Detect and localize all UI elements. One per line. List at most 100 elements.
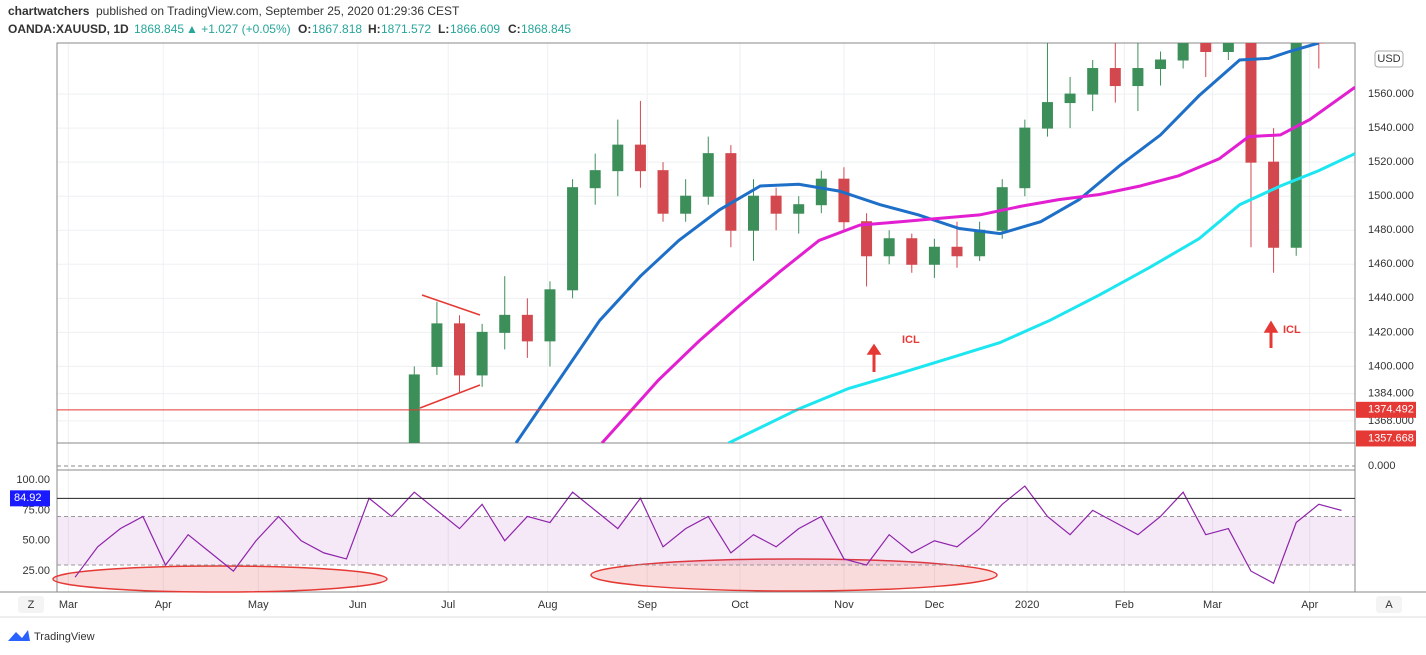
candle-body — [476, 331, 488, 376]
y-tick-label: 1420.000 — [1368, 326, 1414, 338]
h-value: 1871.572 — [381, 22, 431, 36]
last: 1868.845 — [134, 22, 184, 36]
annotation: ICL — [1283, 324, 1301, 336]
moving-average — [514, 43, 1320, 443]
rsi-line — [74, 485, 1342, 585]
price-tag — [1356, 401, 1416, 418]
x-tick-label: Dec — [925, 599, 945, 611]
x-tick-label: Jul — [441, 599, 455, 611]
price-tag — [1356, 430, 1416, 447]
candle-body — [1200, 43, 1212, 53]
x-tick-label: Aug — [538, 599, 558, 611]
candle-body — [1177, 43, 1189, 61]
candle-body — [906, 238, 918, 265]
candle-body — [1109, 68, 1121, 87]
x-tick-label: Feb — [1115, 599, 1134, 611]
moving-average — [727, 152, 1355, 443]
candle-body — [770, 195, 782, 214]
candle-body — [408, 374, 420, 443]
o-value: 1867.818 — [312, 22, 362, 36]
c-label: C: — [508, 22, 521, 36]
published: published on TradingView.com, September … — [96, 4, 460, 18]
candle-body — [838, 178, 850, 223]
annotation: ICL — [902, 334, 920, 346]
candles — [408, 43, 1355, 443]
o-label: O: — [298, 22, 311, 36]
brand: TradingView — [34, 631, 95, 643]
logo — [8, 630, 30, 641]
candle-body — [883, 238, 895, 257]
candle-body — [928, 246, 940, 265]
y-tick-label: 1400.000 — [1368, 360, 1414, 372]
candle-body — [702, 153, 714, 197]
y-tick-label: 1480.000 — [1368, 224, 1414, 236]
candle-body — [815, 178, 827, 206]
candle-body — [431, 323, 443, 367]
currency-badge[interactable] — [1374, 50, 1404, 68]
candle-body — [567, 187, 579, 291]
symbol: OANDA:XAUUSD, 1D — [8, 22, 129, 36]
candle-body — [974, 229, 986, 257]
candle-body — [1087, 68, 1099, 95]
candle-body — [589, 170, 601, 189]
candle-body — [1064, 93, 1076, 104]
z-label: Z — [28, 599, 35, 611]
candle-body — [1268, 161, 1280, 248]
x-tick-label: May — [248, 599, 269, 611]
candle-body — [793, 204, 805, 214]
change: ▲ +1.027 (+0.05%) — [186, 22, 291, 36]
h-label: H: — [368, 22, 381, 36]
candle-body — [1132, 68, 1144, 87]
candle-body — [1313, 43, 1325, 44]
candle-body — [634, 144, 646, 172]
x-tick-label: Sep — [637, 599, 657, 611]
rsi-tick-label: 25.00 — [22, 565, 50, 577]
rsi-marker-label: 84.92 — [14, 492, 42, 504]
candle-body — [680, 195, 692, 214]
candle-body — [454, 323, 466, 376]
candle-body — [1245, 43, 1257, 163]
rsi-tick-label: 75.00 — [22, 504, 50, 516]
candle-body — [1155, 59, 1167, 70]
moving-average — [600, 86, 1355, 443]
candle-body — [1019, 127, 1031, 189]
price-tag-label: 1357.668 — [1368, 432, 1414, 444]
rsi-tick-label: 50.00 — [22, 535, 50, 547]
x-tick-label: Mar — [59, 599, 78, 611]
candle-body — [951, 246, 963, 257]
x-tick-label: Jun — [349, 599, 367, 611]
l-value: 1866.609 — [450, 22, 500, 36]
candle-body — [747, 195, 759, 231]
y-tick-label: 1384.000 — [1368, 388, 1414, 400]
oscillator-tick: 0.000 — [1368, 460, 1396, 472]
rsi-marker-tag — [10, 490, 50, 507]
candle-body — [1290, 43, 1302, 248]
l-label: L: — [438, 22, 449, 36]
rsi-band — [57, 516, 1355, 566]
a-button[interactable] — [1376, 596, 1402, 613]
publisher: chartwatchers — [8, 4, 90, 18]
a-label: A — [1385, 599, 1393, 611]
candle-body — [544, 289, 556, 342]
y-tick-label: 1460.000 — [1368, 258, 1414, 270]
y-tick-label: 1500.000 — [1368, 190, 1414, 202]
annotations — [52, 294, 1279, 593]
price-tag-label: 1374.492 — [1368, 404, 1414, 416]
z-button[interactable] — [18, 596, 44, 613]
candle-body — [612, 144, 624, 172]
x-tick-label: Apr — [1301, 599, 1318, 611]
y-tick-label: 1520.000 — [1368, 156, 1414, 168]
rsi-tick-label: 100.00 — [16, 474, 50, 486]
c-value: 1868.845 — [521, 22, 571, 36]
grid — [57, 43, 1355, 592]
x-tick-label: Apr — [155, 599, 172, 611]
candle-body — [861, 221, 873, 257]
y-tick-label: 1440.000 — [1368, 292, 1414, 304]
y-tick-label: 1560.000 — [1368, 88, 1414, 100]
x-tick-label: Mar — [1203, 599, 1222, 611]
x-tick-label: Nov — [834, 599, 854, 611]
candle-body — [499, 314, 511, 333]
candle-body — [1222, 43, 1234, 53]
currency: USD — [1377, 53, 1400, 65]
